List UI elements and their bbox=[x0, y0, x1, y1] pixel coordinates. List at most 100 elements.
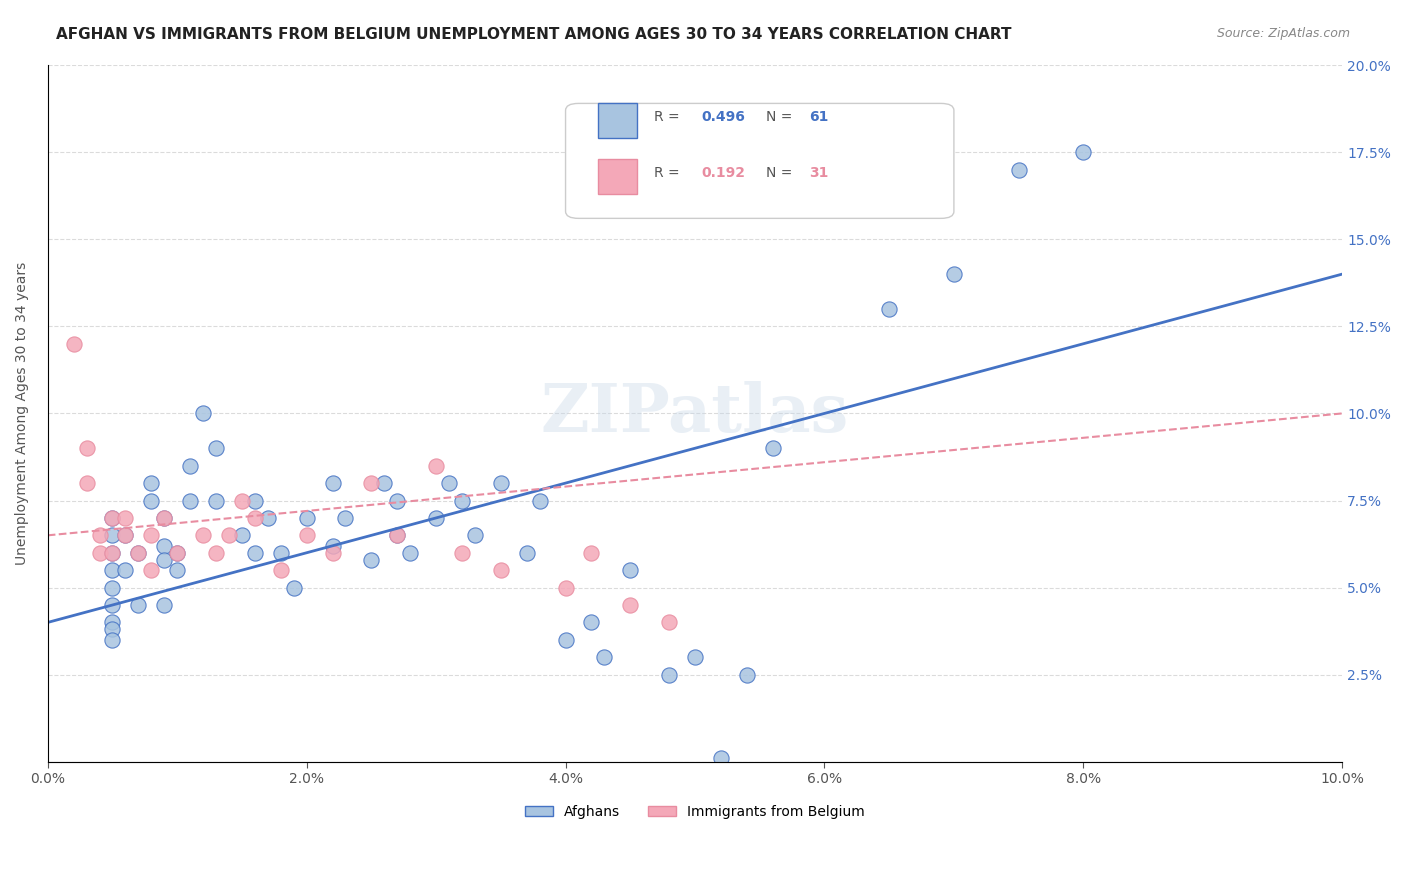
Point bbox=[387, 493, 409, 508]
Point bbox=[205, 442, 228, 456]
Point bbox=[554, 632, 576, 647]
Point bbox=[62, 336, 84, 351]
Point bbox=[127, 546, 149, 560]
Point bbox=[399, 546, 422, 560]
Point bbox=[322, 476, 344, 491]
Point bbox=[153, 511, 176, 525]
Point bbox=[101, 632, 124, 647]
Point bbox=[76, 476, 98, 491]
Point bbox=[516, 546, 538, 560]
Point bbox=[101, 546, 124, 560]
Text: Source: ZipAtlas.com: Source: ZipAtlas.com bbox=[1216, 27, 1350, 40]
Legend: Afghans, Immigrants from Belgium: Afghans, Immigrants from Belgium bbox=[520, 799, 870, 824]
Point bbox=[451, 546, 474, 560]
Point bbox=[581, 546, 603, 560]
Point bbox=[101, 528, 124, 542]
Point bbox=[141, 528, 163, 542]
Point bbox=[554, 581, 576, 595]
Point bbox=[283, 581, 305, 595]
FancyBboxPatch shape bbox=[598, 159, 637, 194]
Point bbox=[127, 598, 149, 612]
Point bbox=[387, 528, 409, 542]
Text: AFGHAN VS IMMIGRANTS FROM BELGIUM UNEMPLOYMENT AMONG AGES 30 TO 34 YEARS CORRELA: AFGHAN VS IMMIGRANTS FROM BELGIUM UNEMPL… bbox=[56, 27, 1012, 42]
Point bbox=[101, 598, 124, 612]
Point bbox=[658, 615, 681, 630]
Text: 61: 61 bbox=[808, 111, 828, 124]
Point bbox=[205, 493, 228, 508]
Y-axis label: Unemployment Among Ages 30 to 34 years: Unemployment Among Ages 30 to 34 years bbox=[15, 261, 30, 565]
Point bbox=[373, 476, 395, 491]
Point bbox=[153, 511, 176, 525]
Point bbox=[141, 563, 163, 577]
Point bbox=[387, 528, 409, 542]
Point bbox=[593, 650, 616, 665]
Point bbox=[451, 493, 474, 508]
Point bbox=[141, 476, 163, 491]
Point bbox=[619, 598, 641, 612]
Point bbox=[89, 528, 111, 542]
Point bbox=[877, 301, 900, 316]
Point bbox=[683, 650, 706, 665]
Point bbox=[270, 546, 292, 560]
Point bbox=[464, 528, 486, 542]
Text: N =: N = bbox=[766, 111, 797, 124]
Point bbox=[101, 581, 124, 595]
Point bbox=[231, 493, 253, 508]
Point bbox=[101, 615, 124, 630]
Point bbox=[437, 476, 460, 491]
Point bbox=[101, 511, 124, 525]
Point bbox=[76, 442, 98, 456]
Text: 0.496: 0.496 bbox=[702, 111, 745, 124]
Point bbox=[243, 511, 266, 525]
Point bbox=[322, 546, 344, 560]
Point bbox=[581, 615, 603, 630]
Point bbox=[191, 406, 214, 420]
FancyBboxPatch shape bbox=[598, 103, 637, 138]
Point bbox=[489, 563, 512, 577]
Point bbox=[101, 623, 124, 637]
Point bbox=[101, 546, 124, 560]
Point bbox=[619, 563, 641, 577]
Point bbox=[114, 511, 136, 525]
Point bbox=[425, 458, 447, 473]
Point bbox=[658, 667, 681, 681]
Point bbox=[141, 493, 163, 508]
Point bbox=[489, 476, 512, 491]
Point bbox=[270, 563, 292, 577]
Point bbox=[153, 598, 176, 612]
Point bbox=[295, 511, 318, 525]
FancyBboxPatch shape bbox=[565, 103, 953, 219]
Point bbox=[114, 528, 136, 542]
Point bbox=[218, 528, 240, 542]
Point bbox=[179, 458, 201, 473]
Text: 0.192: 0.192 bbox=[702, 166, 745, 180]
Point bbox=[735, 667, 758, 681]
Point bbox=[153, 539, 176, 553]
Point bbox=[101, 511, 124, 525]
Text: R =: R = bbox=[654, 166, 683, 180]
Point bbox=[114, 528, 136, 542]
Point bbox=[425, 511, 447, 525]
Point bbox=[529, 493, 551, 508]
Point bbox=[179, 493, 201, 508]
Point bbox=[335, 511, 357, 525]
Point bbox=[114, 563, 136, 577]
Point bbox=[710, 751, 733, 765]
Point bbox=[191, 528, 214, 542]
Point bbox=[942, 267, 965, 281]
Text: 31: 31 bbox=[808, 166, 828, 180]
Point bbox=[256, 511, 278, 525]
Point bbox=[762, 442, 785, 456]
Point bbox=[243, 546, 266, 560]
Point bbox=[205, 546, 228, 560]
Point bbox=[295, 528, 318, 542]
Point bbox=[1007, 162, 1029, 177]
Point bbox=[1073, 145, 1095, 160]
Text: R =: R = bbox=[654, 111, 683, 124]
Point bbox=[127, 546, 149, 560]
Point bbox=[89, 546, 111, 560]
Point bbox=[166, 563, 188, 577]
Point bbox=[166, 546, 188, 560]
Text: ZIPatlas: ZIPatlas bbox=[541, 381, 849, 446]
Point bbox=[243, 493, 266, 508]
